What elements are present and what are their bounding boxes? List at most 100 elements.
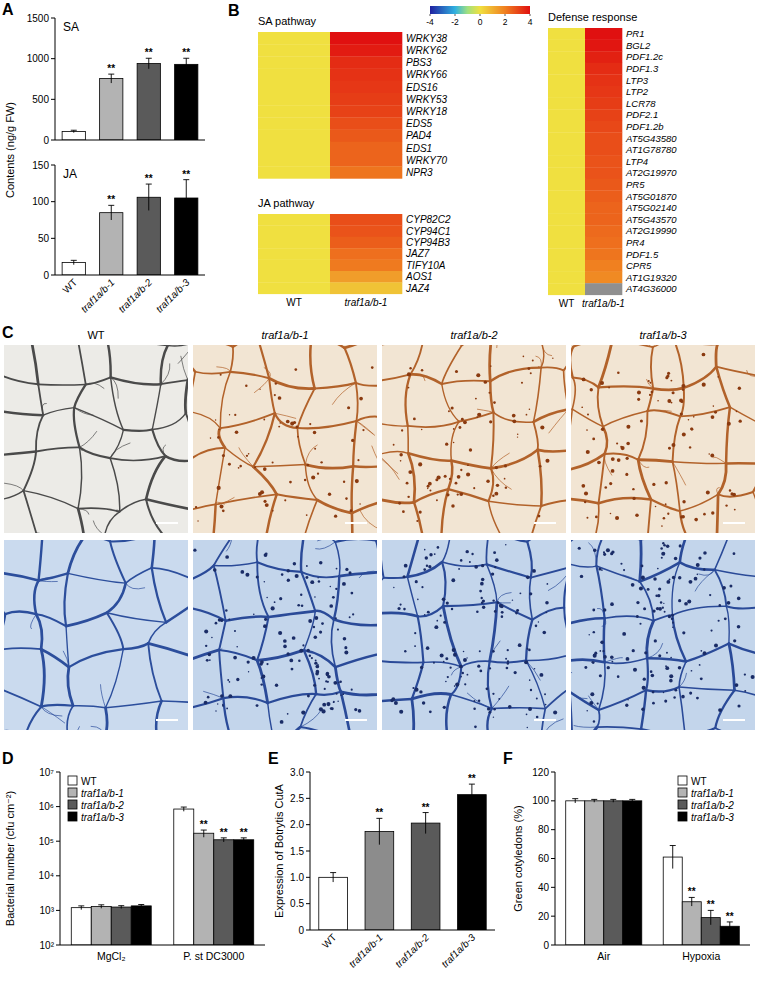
vein xyxy=(352,466,354,513)
vein xyxy=(353,465,377,468)
stain-spot xyxy=(718,604,721,607)
stain-spot xyxy=(336,693,338,695)
stain-spot xyxy=(294,368,297,371)
stain-spot xyxy=(625,473,628,476)
stain-spot xyxy=(682,432,686,436)
bar xyxy=(137,64,160,140)
stain-spot xyxy=(197,520,198,521)
stain-spot xyxy=(442,598,446,602)
heatmap-cell xyxy=(258,56,330,69)
stain-spot xyxy=(284,499,286,501)
stain-spot xyxy=(508,705,512,709)
vein xyxy=(74,408,93,416)
error-bar xyxy=(376,818,382,844)
vein xyxy=(39,581,58,582)
vein xyxy=(341,692,352,730)
vein xyxy=(599,690,646,710)
stain-spot xyxy=(690,427,693,430)
stain-spot xyxy=(703,568,705,570)
error-line xyxy=(223,838,224,842)
vein xyxy=(448,489,488,501)
stain-spot xyxy=(493,401,496,404)
bar xyxy=(411,823,440,930)
error-bar xyxy=(71,260,77,264)
stain-spot xyxy=(590,692,594,696)
vein xyxy=(673,462,680,511)
legend-swatch xyxy=(678,776,687,785)
stain-spot xyxy=(529,408,531,410)
vein xyxy=(599,498,651,503)
stain-spot xyxy=(639,587,643,591)
stain-spot xyxy=(545,611,547,613)
stain-spot xyxy=(666,652,668,654)
vein xyxy=(104,708,107,730)
stain-spot xyxy=(354,708,357,711)
stain-spot xyxy=(665,666,669,670)
stain-spot xyxy=(702,383,706,387)
stain-spot xyxy=(408,387,410,389)
stain-spot xyxy=(436,499,438,501)
stain-spot xyxy=(419,690,422,693)
stain-spot xyxy=(479,590,482,593)
error-line xyxy=(729,922,730,931)
vein xyxy=(718,492,753,497)
stain-spot xyxy=(732,493,736,497)
stain-spot xyxy=(517,434,519,436)
error-bar xyxy=(108,74,114,83)
heatmap-cell xyxy=(585,144,622,156)
vein xyxy=(726,462,755,465)
vein xyxy=(5,612,36,615)
stain-spot xyxy=(404,650,406,652)
y-tick-label: 0 xyxy=(543,940,549,951)
legend-label: traf1a/b-2 xyxy=(81,800,124,811)
stain-spot xyxy=(689,692,692,695)
stain-spot xyxy=(611,457,615,461)
micrograph-background xyxy=(193,345,377,533)
vein xyxy=(564,370,566,409)
vein xyxy=(193,566,214,581)
vein xyxy=(30,614,36,629)
stain-spot xyxy=(455,683,459,687)
stain-spot xyxy=(286,652,289,655)
stain-spot xyxy=(274,601,276,603)
row-label: PAD4 xyxy=(406,130,432,141)
micrograph-background xyxy=(571,540,755,730)
vein xyxy=(300,694,316,727)
vein xyxy=(80,431,97,447)
stain-spot xyxy=(463,651,465,653)
stain-spot xyxy=(584,501,586,503)
vein xyxy=(726,407,730,463)
vein xyxy=(572,377,575,409)
stain-spot xyxy=(658,587,661,590)
vein xyxy=(152,384,161,429)
vein xyxy=(193,411,220,428)
scale-bar xyxy=(345,522,367,524)
stain-spot xyxy=(293,562,296,565)
stain-spot xyxy=(682,388,685,391)
vein xyxy=(148,643,188,655)
vein xyxy=(219,649,222,651)
vein xyxy=(41,707,62,716)
heatmap-cell xyxy=(258,69,330,82)
vein xyxy=(146,456,165,499)
stain-spot xyxy=(546,583,548,585)
vein xyxy=(332,383,355,405)
error-cap xyxy=(572,798,578,799)
stain-spot xyxy=(667,513,669,515)
stain-spot xyxy=(593,720,595,722)
bar xyxy=(682,902,701,945)
vein xyxy=(193,372,195,412)
stain-spot xyxy=(529,679,531,681)
stain-spot xyxy=(697,574,699,576)
heatmap-cell xyxy=(330,44,402,57)
marks xyxy=(566,799,740,945)
y-tick xyxy=(306,772,310,773)
vein xyxy=(541,500,566,506)
bar xyxy=(111,907,131,945)
heatmap-cell xyxy=(258,166,330,179)
stain-spot xyxy=(539,465,542,468)
heatmap-cell xyxy=(330,260,402,272)
vein xyxy=(256,345,269,378)
vein xyxy=(493,412,533,422)
x-axis xyxy=(310,930,495,931)
